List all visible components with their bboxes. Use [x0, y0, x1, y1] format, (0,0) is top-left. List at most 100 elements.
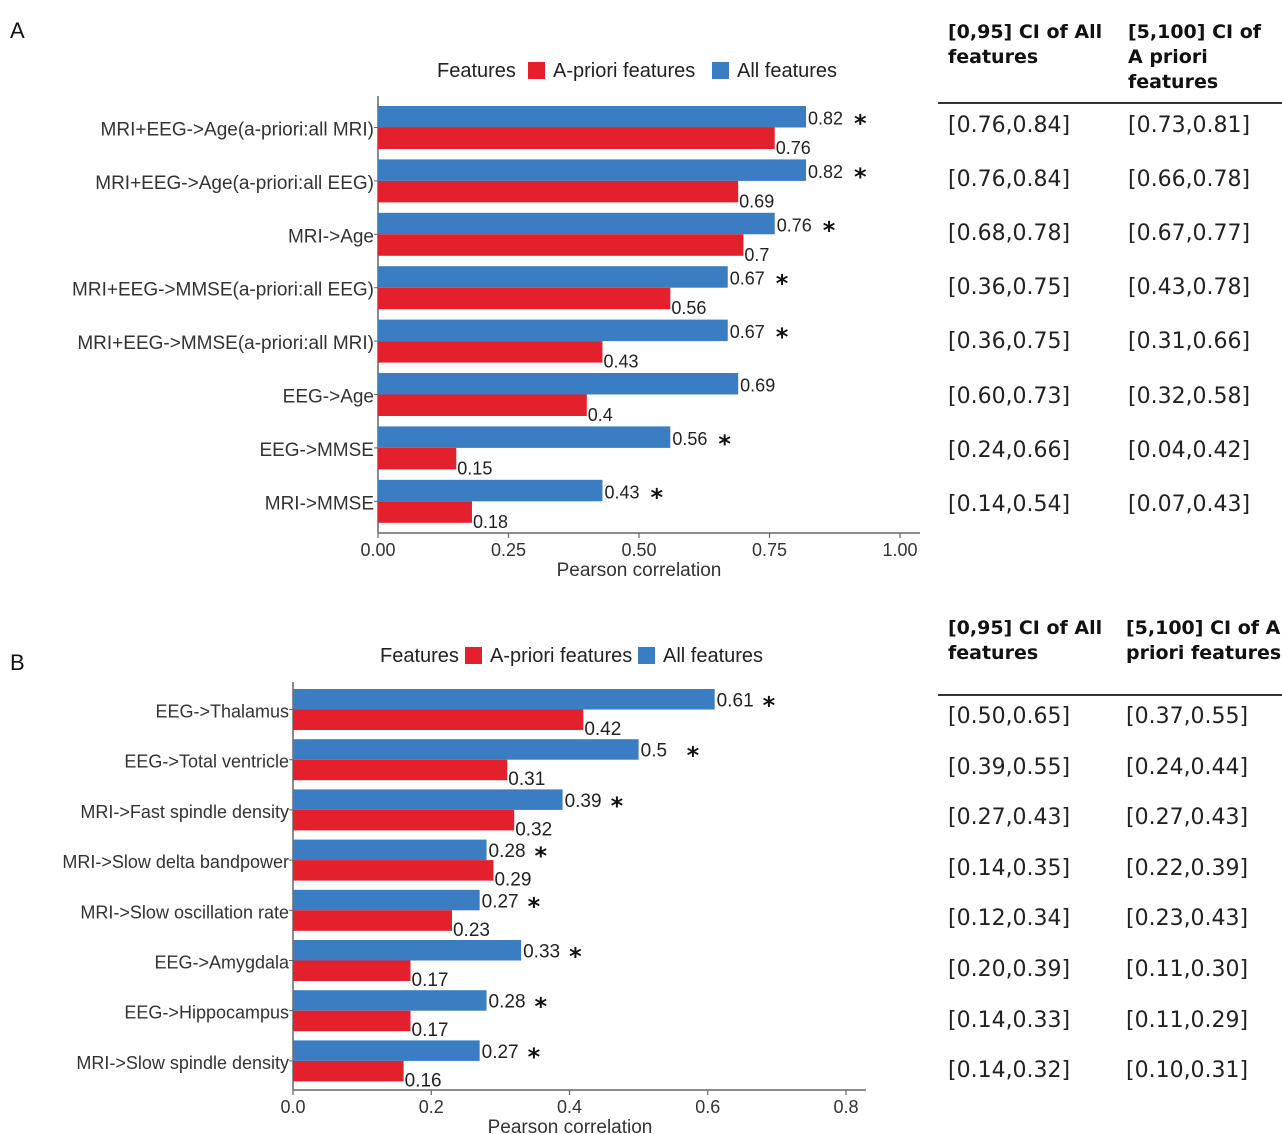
chart-b-legend-label-all: All features [663, 645, 763, 667]
chart-a-bar-apriori-features [378, 447, 457, 470]
chart-a-bar-apriori-features [378, 234, 744, 256]
chart-b-bar-all-features [293, 940, 522, 961]
ci-table-b-apriori-cell: [0.23,0.43] [1126, 906, 1249, 932]
ci-table-a-all-cell: [0.76,0.84] [948, 167, 1071, 193]
chart-b-value-label-apriori: 0.31 [508, 769, 545, 790]
panel-a: A Features A-priori features All features 0.… [10, 18, 1282, 581]
chart-a-bar-all-features [378, 319, 728, 342]
ci-table-a-apriori-cell: [0.31,0.66] [1128, 329, 1251, 355]
chart-b-legend-title: Features [380, 645, 459, 667]
chart-a-bar-apriori-features [378, 180, 739, 203]
chart-b-significance-star: * [687, 742, 700, 770]
chart-a-bar-apriori-features [378, 127, 775, 149]
chart-a-category-label: MRI+EEG->MMSE(a-priori:all EEG) [72, 280, 374, 301]
chart-a-value-label-all: 0.56 [672, 429, 707, 449]
chart-b-value-label-all: 0.27 [482, 1042, 519, 1063]
ci-table-b-all-cell: [0.50,0.65] [948, 704, 1071, 729]
chart-a-bar-apriori-features [378, 394, 587, 416]
chart-b-category-label: EEG->Hippocampus [124, 1003, 289, 1023]
chart-a-category-label: EEG->MMSE [259, 440, 374, 461]
chart-a-x-tick-label: 0.25 [491, 540, 526, 560]
ci-table-a-apriori-cell: [0.43,0.78] [1128, 275, 1251, 301]
ci-table-a-all-cell: [0.68,0.78] [948, 221, 1071, 247]
chart-b-significance-star: * [528, 1043, 541, 1071]
chart-a-value-label-all: 0.67 [730, 269, 765, 289]
chart-b-bar-all-features [293, 739, 639, 760]
ci-table-a-all-cell: [0.36,0.75] [948, 275, 1071, 301]
chart-a-category-label: MRI->Age [288, 226, 374, 247]
chart-a-panel-letter: A [10, 18, 25, 43]
chart-a-significance-star: * [823, 216, 836, 244]
chart-a-value-label-apriori: 0.69 [739, 191, 774, 211]
chart-a-value-label-apriori: 0.7 [744, 245, 769, 265]
chart-a-significance-star: * [776, 323, 789, 351]
chart-b-category-label: MRI->Slow delta bandpower [62, 852, 289, 872]
ci-table-b-all-cell: [0.12,0.34] [948, 906, 1071, 932]
chart-b-category-label: EEG->Thalamus [155, 702, 289, 722]
ci-table-a-apriori-cell: [0.73,0.81] [1128, 113, 1251, 138]
chart-b-legend-swatch-all [638, 647, 655, 664]
chart-a-value-label-apriori: 0.18 [473, 512, 508, 532]
chart-a-legend-swatch-all [712, 62, 729, 79]
chart-b-x-tick-label: 0.4 [557, 1097, 582, 1117]
chart-a-category-label: EEG->Age [283, 387, 374, 408]
chart-b-category-label: MRI->Fast spindle density [80, 802, 289, 822]
ci-table-a-apriori-cell: [0.32,0.58] [1128, 383, 1251, 409]
chart-b-value-label-apriori: 0.16 [405, 1070, 442, 1091]
chart-a-value-label-apriori: 0.43 [603, 352, 638, 372]
chart-b-x-tick-label: 0.6 [695, 1097, 720, 1117]
chart-b-value-label-apriori: 0.29 [494, 870, 531, 891]
chart-a-bar-all-features [378, 426, 671, 448]
ci-table-a-all-cell: [0.24,0.66] [948, 437, 1071, 463]
ci-table-a-all-cell: [0.36,0.75] [948, 329, 1071, 355]
chart-b-category-label: MRI->Slow spindle density [76, 1053, 289, 1073]
chart-b-bar-apriori-features [293, 960, 411, 981]
chart-b-bar-all-features [293, 990, 487, 1011]
chart-a-bar-all-features [378, 106, 807, 128]
chart-a-significance-star: * [776, 270, 789, 298]
chart-b-legend-label-apriori: A-priori features [490, 645, 632, 667]
chart-a-bar-apriori-features [378, 341, 603, 363]
ci-table-a-col1-title: [0,95] CI of All features [948, 21, 1103, 68]
chart-a-bar-all-features [378, 479, 603, 502]
chart-b-svg: B Features A-priori features All features 0.… [10, 645, 866, 1134]
chart-b-category-label: EEG->Amygdala [154, 953, 290, 973]
chart-a-x-tick-label: 0.50 [621, 540, 656, 560]
chart-a-x-tick-label: 0.00 [360, 540, 395, 560]
chart-b-bar-apriori-features [293, 709, 584, 730]
chart-b-panel-letter: B [10, 650, 25, 675]
chart-a-legend-title: Features [437, 60, 516, 82]
chart-b-value-label-all: 0.61 [717, 691, 754, 712]
chart-a-bar-all-features [378, 373, 739, 395]
chart-b-significance-star: * [569, 943, 582, 971]
ci-table-a-all-cell: [0.76,0.84] [948, 113, 1071, 138]
chart-b-value-label-all: 0.39 [565, 791, 602, 812]
chart-b-value-label-all: 0.33 [523, 942, 560, 963]
chart-b-x-tick-label: 0.8 [833, 1097, 858, 1117]
chart-b-bar-apriori-features [293, 910, 452, 931]
chart-a-legend-swatch-apriori [528, 62, 545, 79]
chart-a-value-label-all: 0.67 [730, 322, 765, 342]
chart-b-category-label: MRI->Slow oscillation rate [80, 902, 289, 922]
chart-a-svg: A Features A-priori features All features 0.… [10, 18, 920, 581]
ci-table-b-all-cell: [0.27,0.43] [948, 805, 1071, 831]
ci-table-b-apriori-cell: [0.11,0.29] [1126, 1007, 1249, 1033]
chart-a-x-tick-label: 0.75 [752, 540, 787, 560]
chart-a-value-label-apriori: 0.15 [457, 458, 492, 478]
chart-a-category-label: MRI+EEG->Age(a-priori:all EEG) [95, 173, 374, 194]
ci-table-a-apriori-cell: [0.67,0.77] [1128, 221, 1251, 247]
chart-b-category-label: EEG->Total ventricle [124, 752, 289, 772]
chart-b-significance-star: * [535, 993, 548, 1021]
chart-a-significance-star: * [650, 483, 663, 511]
chart-b-x-tick-label: 0.0 [280, 1097, 305, 1117]
chart-b-bar-all-features [293, 839, 487, 861]
chart-a-value-label-all: 0.43 [604, 482, 639, 502]
chart-a-bar-apriori-features [378, 287, 671, 310]
chart-a-x-axis-title: Pearson correlation [557, 560, 722, 581]
ci-table-b-col2-title: [5,100] CI of A priori features [1126, 617, 1282, 664]
chart-b-value-label-apriori: 0.23 [453, 920, 490, 941]
chart-a-bar-all-features [378, 266, 728, 288]
ci-table-b-rule [938, 694, 1282, 696]
chart-a-value-label-apriori: 0.56 [671, 298, 706, 318]
chart-a-value-label-apriori: 0.76 [776, 138, 811, 158]
